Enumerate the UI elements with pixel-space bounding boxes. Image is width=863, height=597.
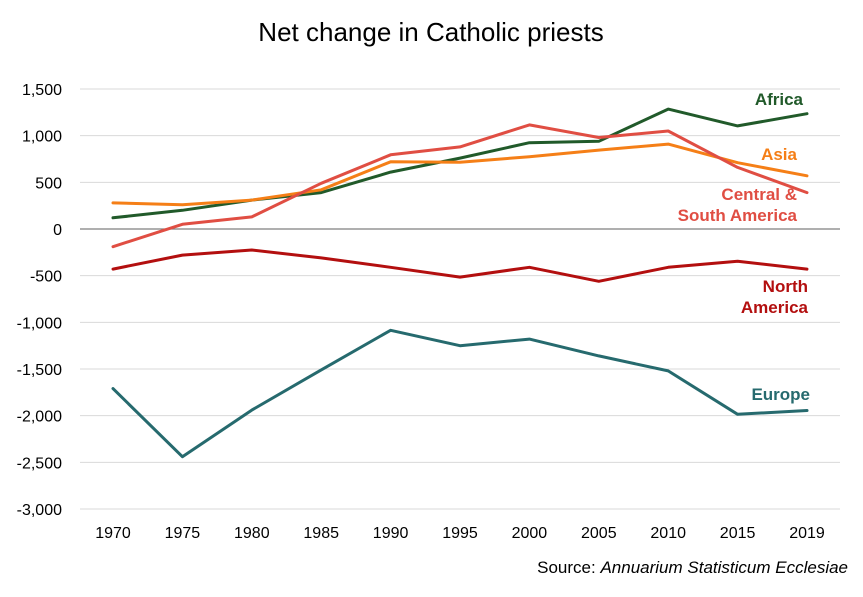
series-label-line: America	[741, 298, 809, 317]
series-label-line: Central &	[721, 185, 797, 204]
series-label-line: Europe	[751, 385, 810, 404]
x-tick-label: 1985	[303, 525, 339, 542]
series-label-north-america: North America	[741, 277, 809, 317]
source-title: Annuarium Statisticum Ecclesiae	[599, 558, 848, 577]
y-tick-label: -3,000	[17, 502, 62, 519]
series-labels: Africa Asia Central & South America North Ame…	[678, 90, 810, 404]
series-label-africa: Africa	[755, 90, 804, 109]
y-tick-label: -1,500	[17, 362, 62, 379]
series-line-central-south-america	[111, 123, 809, 249]
y-tick-label: -500	[30, 269, 62, 286]
x-tick-label: 1970	[95, 525, 131, 542]
series-label-asia: Asia	[761, 145, 797, 164]
y-tick-label: 1,500	[22, 82, 62, 99]
y-tick-label: 0	[53, 222, 62, 239]
chart-title: Net change in Catholic priests	[258, 17, 603, 47]
x-tick-label: 1975	[165, 525, 201, 542]
y-tick-label: -2,000	[17, 409, 62, 426]
series-lines	[111, 107, 809, 459]
series-label-europe: Europe	[751, 385, 810, 404]
gridlines	[80, 88, 840, 510]
series-line-africa	[111, 107, 809, 220]
series-label-line: Asia	[761, 145, 797, 164]
source-note: Source: Annuarium Statisticum Ecclesiae	[537, 558, 848, 577]
series-label-line: North	[763, 277, 808, 296]
x-tick-label: 1990	[373, 525, 409, 542]
x-tick-label: 2010	[650, 525, 686, 542]
series-label-central-south-america: Central & South America	[678, 185, 798, 225]
y-axis-ticks: 1,500 1,000 500 0 -500 -1,000 -1,500 -2,000 -2,5…	[17, 82, 62, 519]
x-tick-label: 1980	[234, 525, 270, 542]
series-label-line: South America	[678, 206, 798, 225]
x-tick-label: 1995	[442, 525, 478, 542]
x-tick-label: 2000	[512, 525, 548, 542]
x-tick-label: 2005	[581, 525, 617, 542]
series-label-line: Africa	[755, 90, 804, 109]
series-line-europe	[111, 328, 809, 459]
y-tick-label: 1,000	[22, 129, 62, 146]
series-line-asia	[111, 142, 809, 207]
y-tick-label: -1,000	[17, 315, 62, 332]
x-tick-label: 2015	[720, 525, 756, 542]
y-tick-label: 500	[35, 175, 62, 192]
series-line-north-america	[111, 248, 809, 283]
source-prefix: Source:	[537, 558, 600, 577]
x-axis-ticks: 1970 1975 1980 1985 1990 1995 2000 2005 2010 2015…	[95, 525, 825, 542]
x-tick-label: 2019	[789, 525, 825, 542]
y-tick-label: -2,500	[17, 455, 62, 472]
